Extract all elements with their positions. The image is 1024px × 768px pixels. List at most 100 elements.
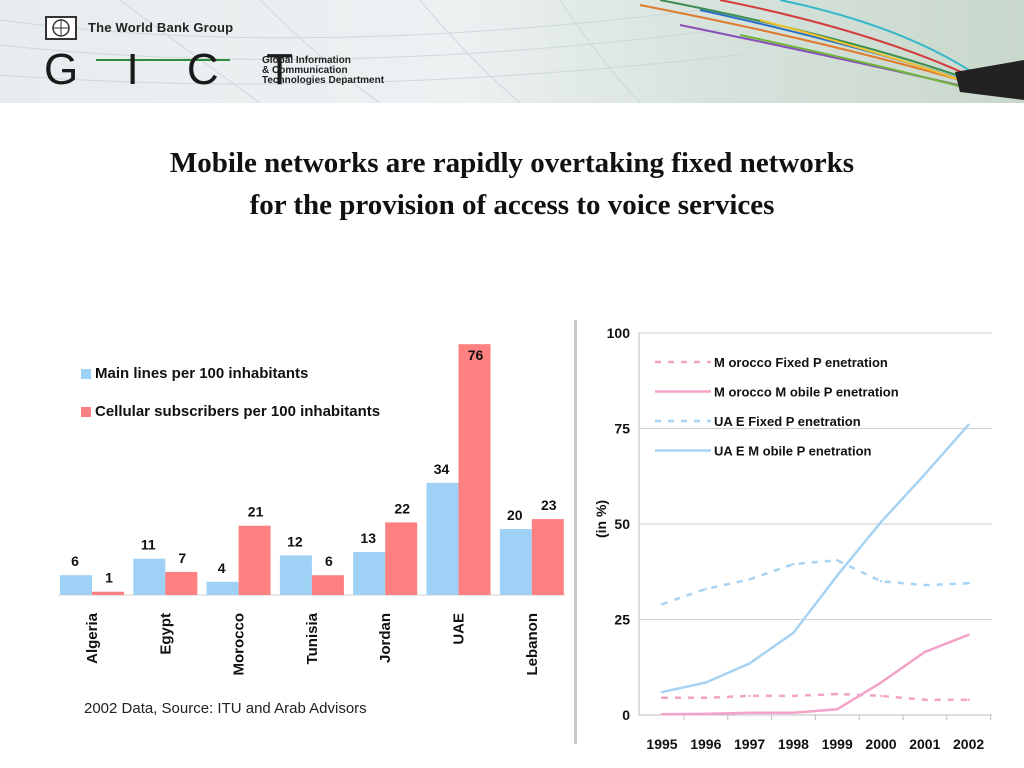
- x-tick-label: 1998: [778, 736, 809, 752]
- data-point: [704, 712, 707, 716]
- bar-main-lines: [499, 529, 532, 595]
- bar-chart: 6 1 Algeria 11 7 Egypt 4 21 Morocco 12 6 Tunisia 13 2…: [58, 344, 565, 676]
- series-line: [661, 559, 969, 606]
- title-line: for the provision of access to voice ser…: [249, 189, 775, 221]
- legend-label: Cellular subscribers per 100 inhabitants: [95, 403, 380, 420]
- data-point: [660, 690, 664, 694]
- category-label: Egypt: [157, 613, 174, 655]
- category-label: Jordan: [377, 613, 394, 663]
- data-point: [879, 681, 883, 684]
- legend-swatch: [81, 369, 91, 379]
- y-tick-label: 0: [622, 707, 630, 723]
- x-tick-label: 2000: [865, 736, 896, 752]
- data-label: 4: [218, 560, 226, 576]
- department-name: Global Information & Communication Techn…: [262, 56, 452, 86]
- data-point: [967, 582, 970, 585]
- legend-label: UA E Fixed P enetration: [714, 414, 861, 429]
- data-label: 76: [468, 347, 484, 363]
- source-note: 2002 Data, Source: ITU and Arab Advisors: [84, 700, 367, 717]
- data-point: [967, 698, 970, 701]
- bar-cellular: [385, 522, 418, 595]
- category-label: Algeria: [84, 612, 101, 664]
- data-point: [792, 694, 795, 698]
- legend-label: M orocco Fixed P enetration: [714, 355, 888, 370]
- gict-logo: G I C T: [44, 45, 311, 94]
- data-point: [836, 574, 839, 577]
- legend-label: Main lines per 100 inhabitants: [95, 365, 308, 382]
- y-tick-label: 75: [614, 421, 630, 437]
- divider: [574, 320, 577, 744]
- data-point: [748, 711, 751, 714]
- data-label: 22: [394, 500, 410, 516]
- data-point: [923, 650, 926, 654]
- data-point: [748, 662, 751, 665]
- bar-main-lines: [426, 482, 459, 595]
- bar-cellular: [238, 525, 271, 595]
- bar-main-lines: [353, 552, 386, 595]
- x-tick-label: 2001: [909, 736, 940, 752]
- data-label: 6: [71, 553, 79, 569]
- data-point: [967, 423, 970, 426]
- data-label: 23: [541, 497, 557, 513]
- data-label: 6: [325, 553, 333, 569]
- bar-cellular: [311, 575, 344, 595]
- data-label: 12: [287, 533, 303, 549]
- data-point: [836, 708, 839, 711]
- org-name: The World Bank Group: [88, 20, 234, 35]
- x-tick-label: 1999: [822, 736, 853, 752]
- data-point: [836, 692, 839, 696]
- legend-label: M orocco M obile P enetration: [714, 385, 899, 400]
- x-tick-label: 2002: [953, 736, 984, 752]
- dept-line: Technologies Department: [262, 75, 385, 86]
- data-label: 11: [141, 537, 156, 553]
- data-point: [704, 681, 707, 684]
- dept-line: & Communication: [262, 65, 348, 76]
- data-point: [879, 520, 883, 524]
- bar-cellular: [165, 571, 198, 595]
- data-label: 34: [434, 461, 450, 477]
- data-point: [792, 562, 795, 566]
- series-line: [662, 692, 969, 701]
- category-label: Lebanon: [524, 613, 541, 676]
- y-tick-label: 100: [607, 325, 631, 341]
- header-banner: The World Bank Group G I C T Global Info…: [0, 0, 1024, 103]
- category-label: UAE: [451, 613, 468, 645]
- bar-main-lines: [206, 581, 239, 595]
- legend-label: UA E M obile P enetration: [714, 444, 872, 459]
- data-point: [879, 580, 883, 583]
- x-tick-label: 1996: [690, 736, 721, 752]
- bar-cellular: [92, 591, 124, 595]
- banner-art: [0, 0, 1024, 103]
- bar-main-lines: [60, 575, 92, 595]
- series-line: [661, 633, 970, 716]
- dept-line: Global Information: [262, 55, 351, 66]
- data-point: [792, 711, 795, 714]
- data-label: 1: [105, 570, 113, 586]
- bar-cellular: [458, 344, 491, 595]
- data-point: [967, 633, 970, 636]
- data-point: [879, 694, 883, 698]
- data-point: [836, 559, 839, 562]
- data-point: [704, 696, 707, 700]
- data-point: [748, 578, 751, 581]
- data-point: [792, 631, 795, 635]
- data-label: 7: [178, 550, 186, 566]
- data-point: [923, 698, 926, 701]
- data-point: [748, 694, 751, 698]
- category-label: Morocco: [231, 613, 248, 676]
- data-point: [660, 696, 664, 700]
- y-tick-label: 50: [614, 516, 630, 532]
- data-label: 21: [248, 504, 264, 520]
- title-line: Mobile networks are rapidly overtaking f…: [169, 147, 855, 179]
- series-line: [661, 423, 970, 694]
- data-label: 20: [507, 507, 523, 523]
- data-point: [923, 473, 926, 476]
- data-point: [704, 587, 707, 591]
- data-point: [923, 583, 926, 587]
- y-axis-label: (in %): [593, 500, 609, 538]
- bar-cellular: [531, 519, 564, 595]
- data-label: 13: [360, 530, 376, 546]
- bar-main-lines: [133, 558, 166, 595]
- legend-swatch: [81, 407, 91, 417]
- bar-main-lines: [279, 555, 312, 595]
